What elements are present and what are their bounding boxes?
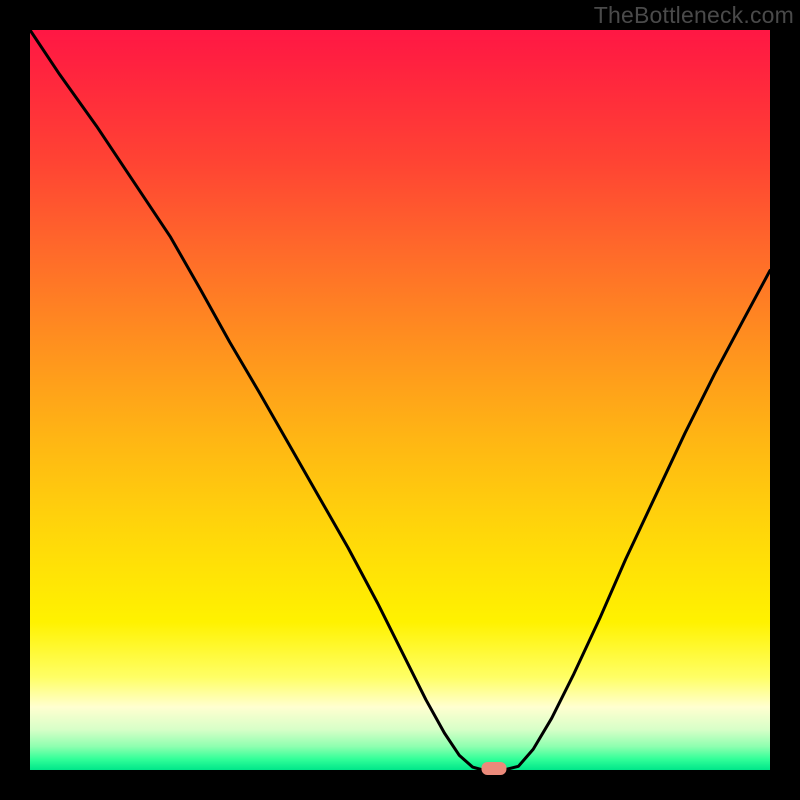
chart-stage: TheBottleneck.com <box>0 0 800 800</box>
optimum-marker <box>481 762 506 775</box>
plot-area <box>30 30 770 770</box>
watermark-text: TheBottleneck.com <box>594 2 794 29</box>
chart-svg <box>0 0 800 800</box>
